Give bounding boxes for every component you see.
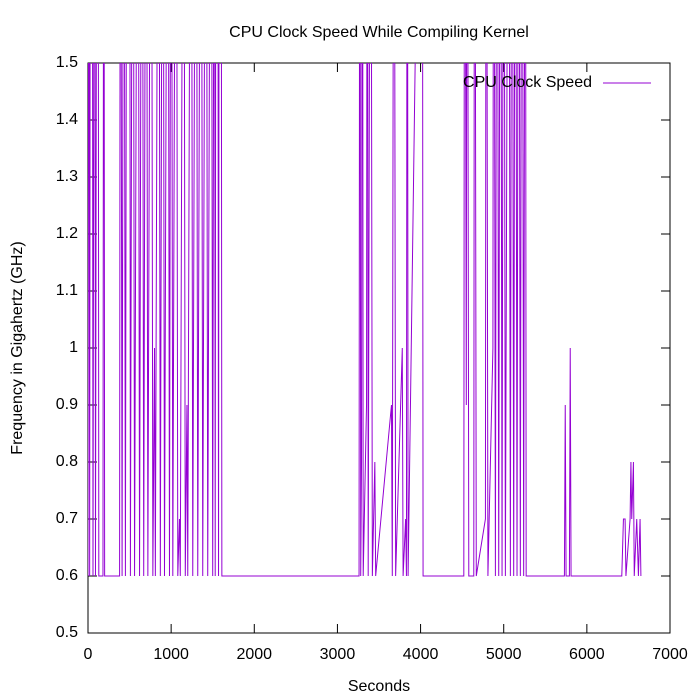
y-axis-label: Frequency in Gigahertz (GHz) [9,241,26,454]
x-tick-label: 1000 [153,646,189,663]
y-tick-label: 1.3 [56,168,78,185]
y-tick-label: 0.7 [56,510,78,527]
y-tick-label: 0.5 [56,624,78,641]
y-tick-label: 0.8 [56,453,78,470]
x-tick-label: 7000 [652,646,688,663]
chart-title: CPU Clock Speed While Compiling Kernel [229,24,529,41]
y-tick-label: 0.9 [56,396,78,413]
y-tick-label: 1.4 [56,111,78,128]
x-tick-label: 6000 [569,646,605,663]
y-tick-label: 1.1 [56,282,78,299]
x-tick-label: 2000 [236,646,272,663]
x-tick-label: 5000 [486,646,522,663]
y-tick-label: 1.2 [56,225,78,242]
y-tick-label: 1 [69,339,78,356]
x-tick-label: 3000 [320,646,356,663]
x-tick-label: 0 [84,646,93,663]
plot-border [87,62,671,634]
x-tick-label: 4000 [403,646,439,663]
y-tick-label: 0.6 [56,567,78,584]
legend-label: CPU Clock Speed [463,74,592,91]
y-tick-label: 1.5 [56,54,78,71]
x-axis-label: Seconds [348,678,410,695]
